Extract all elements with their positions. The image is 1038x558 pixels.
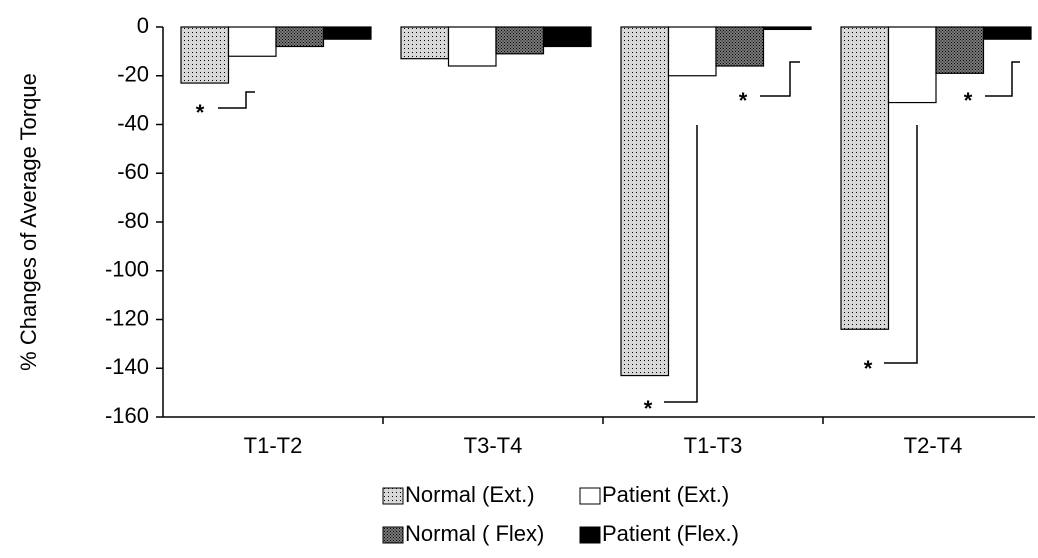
- significance-marker: *: [864, 356, 873, 381]
- legend-label: Patient (Flex.): [602, 521, 739, 546]
- y-tick-label: -100: [105, 257, 149, 282]
- bar: [840, 26, 890, 330]
- significance-marker: *: [644, 396, 653, 421]
- x-tick-label: T3-T4: [464, 433, 523, 458]
- significance-marker: *: [196, 100, 205, 125]
- bar: [180, 26, 230, 84]
- bar: [400, 26, 450, 60]
- bar: [887, 26, 937, 104]
- significance-marker: *: [739, 88, 748, 113]
- y-tick-label: -140: [105, 354, 149, 379]
- bar: [447, 26, 497, 67]
- y-tick-label: -60: [117, 159, 149, 184]
- connector: [884, 125, 918, 364]
- bar: [935, 26, 985, 74]
- y-tick-label: -80: [117, 208, 149, 233]
- x-tick-label: T1-T2: [244, 433, 303, 458]
- bar: [620, 26, 670, 377]
- bar: [715, 26, 765, 67]
- y-tick-label: -40: [117, 110, 149, 135]
- legend-swatch: [382, 487, 404, 505]
- significance-marker: *: [964, 88, 973, 113]
- x-tick-label: T1-T3: [684, 433, 743, 458]
- bar: [275, 26, 325, 48]
- legend-label: Normal ( Flex): [405, 521, 544, 546]
- legend-swatch: [382, 526, 404, 544]
- connector: [218, 91, 255, 109]
- x-tick-label: T2-T4: [904, 433, 963, 458]
- bar: [762, 26, 812, 31]
- y-tick-label: -160: [105, 403, 149, 428]
- bar: [982, 26, 1032, 40]
- legend-label: Patient (Ext.): [602, 482, 729, 507]
- connector: [985, 61, 1020, 97]
- bar: [227, 26, 277, 57]
- y-tick-label: -120: [105, 305, 149, 330]
- y-tick-label: 0: [137, 13, 149, 38]
- legend-label: Normal (Ext.): [405, 482, 535, 507]
- legend-swatch: [579, 487, 601, 505]
- connector: [760, 61, 800, 97]
- bar: [322, 26, 372, 40]
- bar: [542, 26, 592, 48]
- bar: [667, 26, 717, 77]
- y-axis-label: % Changes of Average Torque: [16, 73, 41, 371]
- connector: [664, 125, 698, 403]
- y-tick-label: -20: [117, 62, 149, 87]
- bar: [495, 26, 545, 55]
- legend-swatch: [579, 526, 601, 544]
